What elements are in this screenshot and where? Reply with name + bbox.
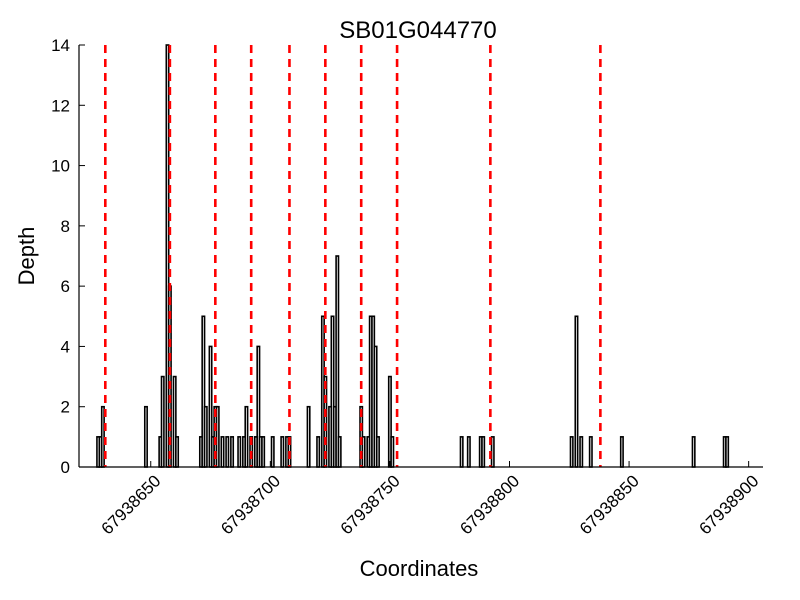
bar	[390, 436, 395, 468]
chart-title: SB01G044770	[339, 17, 496, 44]
y-ticks: 0 2 4 6 8 10 12 14	[51, 36, 85, 477]
bar	[481, 436, 486, 468]
bar	[579, 436, 584, 468]
y-tick-label: 10	[51, 157, 70, 176]
bar	[466, 436, 471, 468]
bar	[588, 436, 593, 468]
bar	[725, 436, 730, 468]
bar	[490, 436, 495, 468]
bar	[335, 255, 340, 468]
x-tick-label: 67938750	[337, 471, 404, 538]
bar	[619, 436, 624, 468]
bar	[691, 436, 696, 468]
bar	[261, 436, 266, 468]
bar	[215, 405, 220, 468]
bar	[220, 436, 225, 468]
bar	[203, 405, 208, 468]
bar	[574, 315, 579, 468]
bar	[230, 436, 235, 468]
x-tick-label: 67938650	[98, 471, 165, 538]
x-tick-label: 67938850	[576, 471, 643, 538]
bar	[337, 436, 342, 468]
bar	[237, 436, 242, 468]
marker-lines	[104, 45, 602, 467]
y-tick-label: 2	[61, 398, 70, 417]
bar	[225, 436, 230, 468]
y-tick-label: 6	[61, 277, 70, 296]
bar	[175, 436, 180, 468]
bar	[306, 405, 311, 468]
bar	[459, 436, 464, 468]
x-tick-label: 67938700	[217, 471, 284, 538]
y-tick-label: 4	[61, 337, 70, 356]
bar	[100, 405, 105, 468]
y-tick-label: 12	[51, 96, 70, 115]
x-axis-label: Coordinates	[360, 556, 479, 581]
y-tick-label: 8	[61, 217, 70, 236]
bar	[244, 405, 249, 468]
y-axis-label: Depth	[14, 227, 39, 286]
x-tick-label: 67938800	[456, 471, 523, 538]
x-ticks: 67938650 67938700 67938750 67938800 67938850…	[98, 461, 763, 538]
bar	[375, 436, 380, 468]
y-tick-label: 14	[51, 36, 70, 55]
y-tick-label: 0	[61, 458, 70, 477]
x-tick-label: 67938900	[696, 471, 763, 538]
bar	[316, 436, 321, 468]
bar	[270, 436, 275, 468]
bar	[143, 405, 148, 468]
bar-series	[96, 44, 730, 468]
axes	[78, 45, 763, 468]
bar	[160, 375, 165, 468]
bar	[361, 436, 366, 468]
bar	[280, 436, 285, 468]
bar	[569, 436, 574, 468]
